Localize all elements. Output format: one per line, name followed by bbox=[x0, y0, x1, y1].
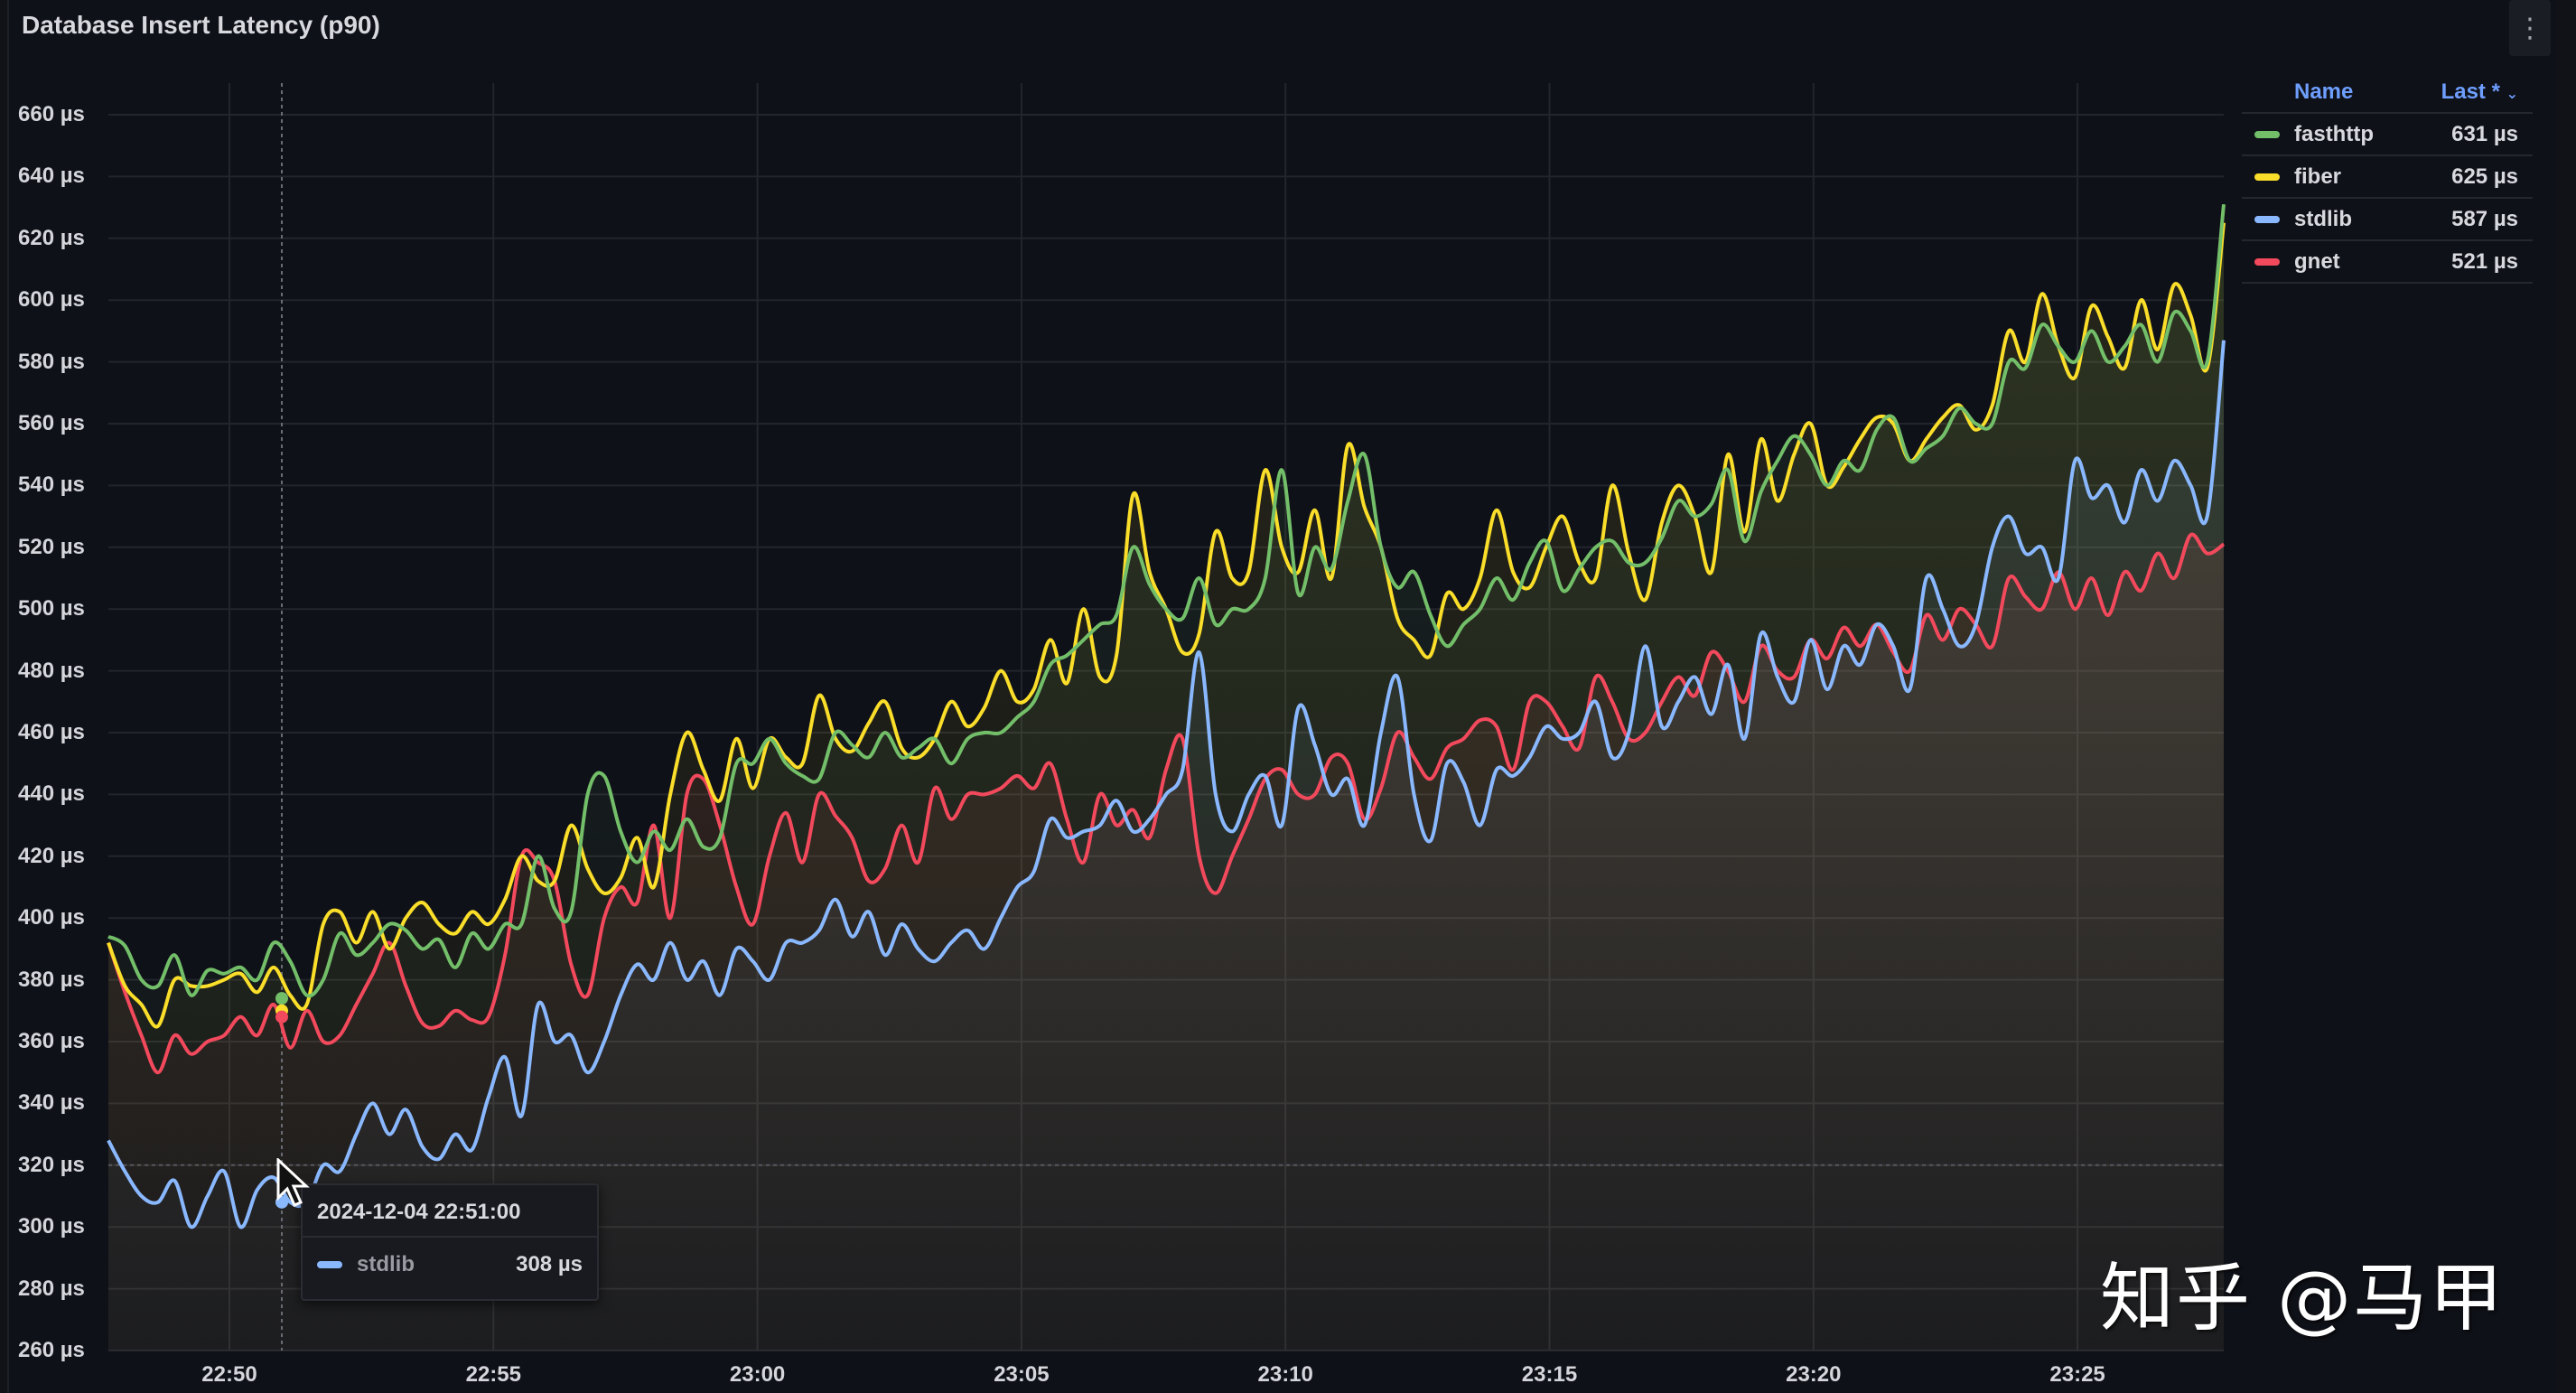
y-tick-label: 460 µs bbox=[18, 720, 85, 744]
kebab-menu-icon: ⋮ bbox=[2516, 13, 2543, 43]
x-tick-label: 23:20 bbox=[1786, 1362, 1842, 1387]
series-line-fasthttp bbox=[107, 203, 2226, 998]
y-tick-label: 520 µs bbox=[18, 534, 85, 559]
legend-item-name: fasthttp bbox=[2294, 121, 2374, 146]
mouse-pointer-icon bbox=[276, 1158, 310, 1207]
series-color-swatch bbox=[317, 1261, 342, 1268]
tooltip-series-name: stdlib bbox=[357, 1252, 415, 1276]
tooltip-series-value: 308 µs bbox=[516, 1252, 583, 1276]
y-tick-label: 340 µs bbox=[18, 1090, 85, 1116]
panel-menu-button[interactable]: ⋮ bbox=[2509, 0, 2551, 56]
legend-header-last[interactable]: Last * ⌄ bbox=[2441, 79, 2518, 104]
y-tick-label: 360 µs bbox=[18, 1029, 85, 1053]
legend-item-fiber[interactable]: fiber 625 µs bbox=[2242, 156, 2533, 199]
x-tick-label: 22:50 bbox=[201, 1362, 257, 1387]
series-line-fiber bbox=[107, 222, 2226, 1029]
legend-item-last: 587 µs bbox=[2451, 206, 2518, 231]
series-color-swatch bbox=[2254, 130, 2280, 138]
legend-item-last: 625 µs bbox=[2451, 164, 2518, 189]
y-tick-label: 400 µs bbox=[18, 905, 85, 930]
x-tick-label: 23:25 bbox=[2049, 1362, 2105, 1387]
legend-table: Name Last * ⌄ fasthttp 631 µs fiber 625 … bbox=[2242, 72, 2533, 284]
y-tick-label: 280 µs bbox=[18, 1276, 85, 1301]
legend-item-name: gnet bbox=[2294, 248, 2340, 274]
series-color-swatch bbox=[2254, 215, 2280, 223]
legend-item-name: stdlib bbox=[2294, 206, 2352, 231]
legend-item-fasthttp[interactable]: fasthttp 631 µs bbox=[2242, 114, 2533, 156]
series-color-swatch bbox=[2254, 173, 2280, 181]
series-line-stdlib bbox=[107, 340, 2226, 1229]
y-tick-label: 620 µs bbox=[18, 225, 85, 250]
y-tick-label: 540 µs bbox=[18, 472, 85, 498]
y-tick-label: 420 µs bbox=[18, 843, 85, 868]
y-tick-label: 260 µs bbox=[18, 1338, 85, 1362]
x-tick-label: 22:55 bbox=[465, 1362, 521, 1387]
tooltip-divider bbox=[303, 1236, 597, 1238]
legend-item-name: fiber bbox=[2294, 164, 2342, 189]
y-tick-label: 560 µs bbox=[18, 411, 85, 435]
y-tick-label: 380 µs bbox=[18, 967, 85, 992]
y-tick-label: 480 µs bbox=[18, 658, 85, 683]
x-tick-label: 23:05 bbox=[994, 1362, 1050, 1387]
y-tick-label: 640 µs bbox=[18, 164, 85, 189]
legend-item-last: 631 µs bbox=[2451, 121, 2518, 146]
y-tick-label: 300 µs bbox=[18, 1214, 85, 1239]
legend-item-last: 521 µs bbox=[2451, 248, 2518, 274]
y-tick-label: 440 µs bbox=[18, 781, 85, 807]
hover-tooltip: 2024-12-04 22:51:00 stdlib 308 µs bbox=[301, 1183, 599, 1301]
y-tick-label: 320 µs bbox=[18, 1152, 85, 1177]
x-tick-label: 23:00 bbox=[729, 1362, 786, 1387]
watermark: 知乎 @马甲 bbox=[2100, 1256, 2506, 1342]
x-tick-label: 23:15 bbox=[1521, 1362, 1578, 1387]
legend-item-gnet[interactable]: gnet 521 µs bbox=[2242, 241, 2533, 284]
tooltip-time: 2024-12-04 22:51:00 bbox=[317, 1200, 521, 1224]
y-tick-label: 660 µs bbox=[18, 102, 85, 126]
y-tick-label: 500 µs bbox=[18, 596, 85, 622]
series-color-swatch bbox=[2254, 257, 2280, 266]
y-tick-label: 600 µs bbox=[18, 287, 85, 313]
chevron-down-icon: ⌄ bbox=[2506, 87, 2518, 102]
legend-header-name[interactable]: Name bbox=[2294, 79, 2354, 104]
legend-header: Name Last * ⌄ bbox=[2242, 72, 2533, 114]
y-tick-label: 580 µs bbox=[18, 349, 85, 374]
x-tick-label: 23:10 bbox=[1257, 1362, 1313, 1387]
panel-title: Database Insert Latency (p90) bbox=[22, 11, 380, 39]
tooltip-series-row: stdlib 308 µs bbox=[317, 1252, 583, 1277]
series-line-gnet bbox=[107, 532, 2226, 1075]
legend-item-stdlib[interactable]: stdlib 587 µs bbox=[2242, 199, 2533, 241]
